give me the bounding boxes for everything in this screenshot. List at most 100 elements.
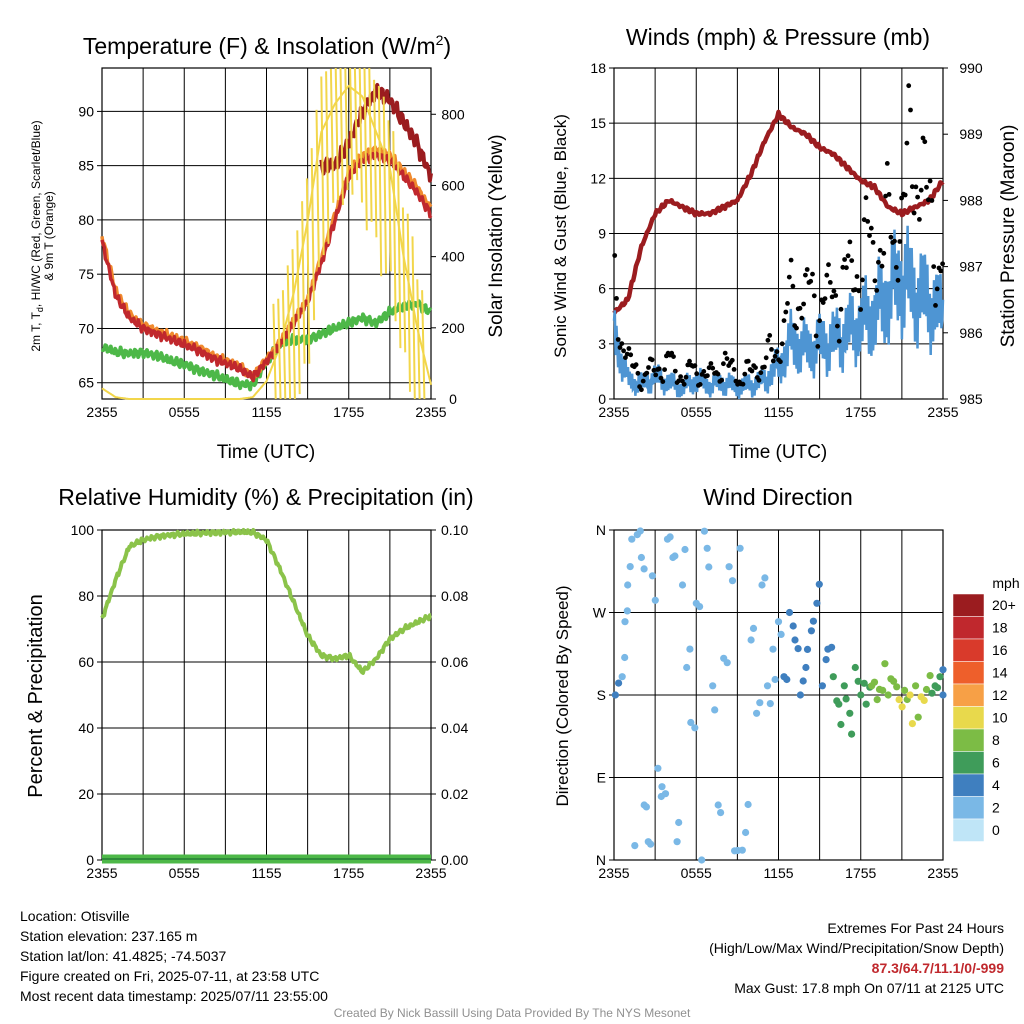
direction-point — [890, 677, 898, 685]
y2-tick-label: 0.00 — [441, 852, 468, 868]
y2-tick-label: 990 — [959, 60, 983, 76]
gust-point — [888, 234, 894, 240]
gust-point — [927, 178, 933, 184]
gust-point — [639, 387, 644, 393]
temperature-panel-title: Temperature (F) & Insolation (W/m2) — [83, 32, 451, 59]
direction-point — [926, 672, 934, 680]
gust-point — [876, 259, 881, 265]
gust-point — [922, 139, 928, 145]
legend-label: 18 — [992, 620, 1008, 636]
y-tick-label: 40 — [78, 720, 94, 736]
x-tick-label: 1755 — [333, 404, 364, 420]
gust-point — [845, 253, 851, 259]
y-tick-label: 75 — [78, 266, 94, 282]
direction-point — [700, 527, 709, 535]
gust-point — [931, 264, 937, 269]
x-tick-label: 0555 — [169, 404, 200, 420]
gust-point — [826, 262, 831, 268]
direction-point — [615, 679, 623, 687]
direction-point — [723, 659, 731, 667]
x-tick-label: 1755 — [845, 404, 876, 420]
x-tick-label: 2355 — [927, 404, 958, 420]
gust-point — [844, 265, 849, 271]
direction-point — [851, 663, 859, 672]
direction-point — [756, 699, 764, 707]
humidity-y-axis-label: Percent & Precipitation — [25, 594, 47, 797]
x-tick-label: 0555 — [681, 865, 712, 881]
direction-point — [809, 617, 818, 625]
station-elevation: Station elevation: 237.165 m — [20, 928, 198, 944]
gust-point — [628, 352, 634, 358]
gust-point — [874, 288, 880, 293]
y2-tick-label: 800 — [441, 106, 465, 122]
gust-point — [671, 354, 676, 359]
series-2m-t — [100, 151, 433, 383]
direction-point — [631, 842, 639, 850]
gust-point — [906, 83, 912, 89]
direction-y-axis-label: Direction (Colored By Speed) — [553, 585, 572, 806]
x-tick-label: 0555 — [681, 404, 712, 420]
gust-point — [933, 303, 938, 308]
direction-point — [860, 679, 868, 687]
direction-point — [725, 563, 733, 571]
series-sonic-wind — [612, 225, 945, 400]
direction-point — [879, 686, 887, 695]
direction-point — [848, 730, 856, 738]
gust-point — [785, 301, 790, 306]
y-tick-label: 100 — [71, 522, 95, 538]
gust-point — [877, 247, 883, 253]
gust-point — [763, 355, 769, 361]
gust-point — [706, 365, 712, 371]
legend-swatch — [952, 773, 985, 797]
direction-point — [777, 630, 785, 639]
gust-point — [884, 161, 890, 166]
y-tick-label: 85 — [78, 158, 94, 174]
y-tick-label: 60 — [78, 654, 94, 670]
gust-point — [745, 358, 751, 364]
credit-line: Created By Nick Bassill Using Data Provi… — [333, 1006, 691, 1020]
gust-point — [918, 187, 924, 193]
gust-point — [924, 184, 929, 190]
y2-tick-label: 988 — [959, 192, 983, 208]
gust-point — [920, 135, 926, 141]
gust-point — [617, 345, 623, 350]
legend-swatch — [952, 751, 985, 775]
direction-point — [783, 675, 791, 684]
legend-label: 16 — [992, 642, 1008, 658]
gust-point — [854, 274, 860, 279]
station-info: Location: Otisville Station elevation: 2… — [20, 906, 328, 1006]
gust-point — [649, 357, 655, 363]
x-tick-label: 2355 — [86, 404, 117, 420]
gust-point — [676, 378, 682, 384]
gust-point — [879, 263, 885, 269]
extremes-subtitle: (High/Low/Max Wind/Precipitation/Snow De… — [709, 940, 1004, 956]
gust-point — [824, 272, 830, 278]
temperature-y-axis-label: 2m T, Td, HI/WC (Red, Green, Scarlet/Blu… — [29, 120, 56, 351]
svg-text:& 9m T (Orange): & 9m T (Orange) — [42, 191, 56, 281]
legend-label: 20+ — [992, 597, 1016, 613]
x-tick-label: 1155 — [763, 865, 793, 881]
direction-point — [671, 552, 679, 560]
gust-point — [904, 140, 910, 146]
direction-point — [717, 809, 725, 817]
gust-point — [635, 370, 641, 376]
gust-point — [835, 323, 840, 329]
direction-point — [802, 663, 810, 672]
gust-point — [701, 369, 707, 374]
y-tick-label: 9 — [598, 226, 606, 242]
legend-swatch — [952, 706, 985, 730]
gust-point — [836, 338, 842, 344]
direction-point — [785, 608, 794, 617]
gust-point — [867, 233, 872, 239]
direction-point — [908, 720, 917, 728]
plot-frame — [613, 67, 944, 400]
gust-point — [813, 333, 819, 339]
gust-point — [938, 268, 944, 274]
gust-point — [724, 356, 730, 361]
direction-point — [815, 580, 823, 588]
direction-point — [912, 682, 920, 690]
direction-point — [666, 533, 674, 541]
direction-point — [936, 673, 944, 681]
y2-tick-label: 0.06 — [441, 654, 468, 670]
direction-point — [705, 563, 713, 571]
